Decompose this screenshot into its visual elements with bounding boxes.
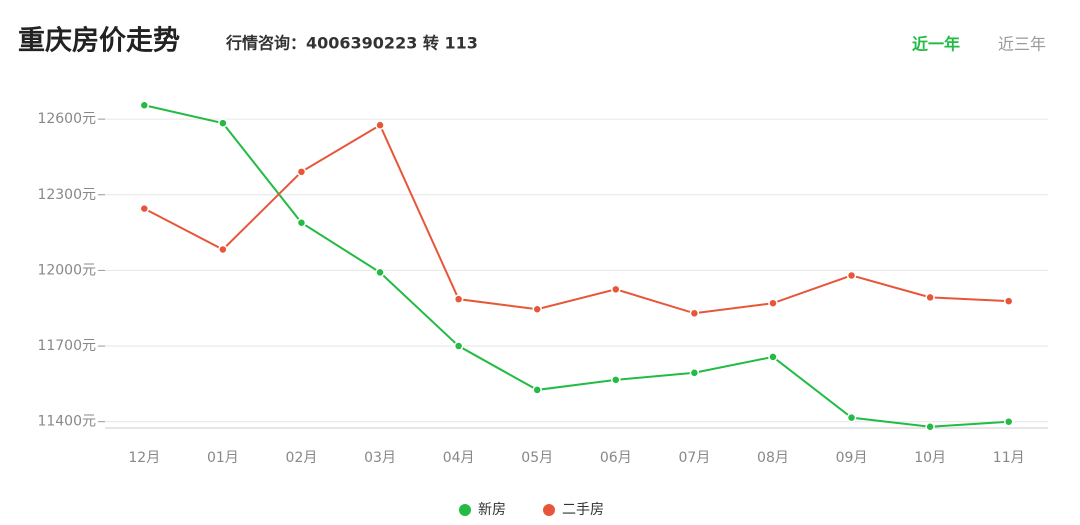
x-tick-label: 06月	[600, 450, 632, 466]
data-point	[611, 284, 621, 295]
x-tick-label: 02月	[286, 450, 318, 466]
data-point	[768, 298, 778, 308]
data-point	[375, 267, 385, 278]
data-point	[532, 304, 542, 314]
data-point	[139, 203, 150, 214]
data-point	[925, 292, 935, 303]
subtitle: 行情咨询：4006390223 转 113	[225, 34, 478, 53]
data-point	[1003, 416, 1014, 427]
tab-active[interactable]: 近一年	[912, 35, 960, 54]
data-point	[846, 270, 857, 281]
data-point	[611, 375, 621, 385]
series-line	[143, 123, 1009, 315]
data-point	[218, 244, 228, 255]
legend-marker	[459, 504, 471, 516]
y-tick-label: 12300元	[37, 187, 96, 203]
data-point	[689, 368, 700, 378]
data-point	[768, 352, 778, 362]
data-point	[846, 412, 857, 423]
x-tick-label: 03月	[364, 450, 396, 466]
y-tick-label: 12000元	[37, 262, 96, 278]
tab[interactable]: 近三年	[998, 35, 1046, 54]
x-tick-label: 11月	[993, 450, 1025, 466]
legend-label[interactable]: 新房	[478, 502, 506, 518]
x-tick-label: 10月	[914, 450, 946, 466]
legend-marker	[543, 504, 555, 516]
y-tick-label: 11700元	[37, 338, 96, 354]
x-tick-label: 12月	[128, 450, 160, 466]
series-line	[144, 104, 1009, 428]
data-point	[218, 118, 228, 128]
data-point	[375, 120, 385, 130]
data-point	[453, 341, 464, 351]
data-point	[296, 218, 307, 228]
data-point	[925, 421, 935, 432]
x-tick-label: 05月	[521, 450, 553, 466]
x-tick-label: 01月	[207, 450, 239, 466]
page-title: 重庆房价走势	[18, 25, 180, 57]
data-point	[296, 167, 307, 177]
y-tick-label: 12600元	[37, 111, 96, 127]
data-point	[689, 308, 700, 319]
legend-label[interactable]: 二手房	[562, 502, 604, 518]
x-tick-label: 07月	[678, 450, 710, 466]
data-point	[453, 294, 464, 304]
x-tick-label: 08月	[757, 450, 789, 466]
x-tick-label: 09月	[836, 450, 868, 466]
x-tick-label: 04月	[443, 450, 475, 466]
data-point	[139, 100, 150, 111]
y-tick-label: 11400元	[37, 414, 96, 430]
data-point	[532, 385, 542, 395]
data-point	[1003, 296, 1014, 306]
